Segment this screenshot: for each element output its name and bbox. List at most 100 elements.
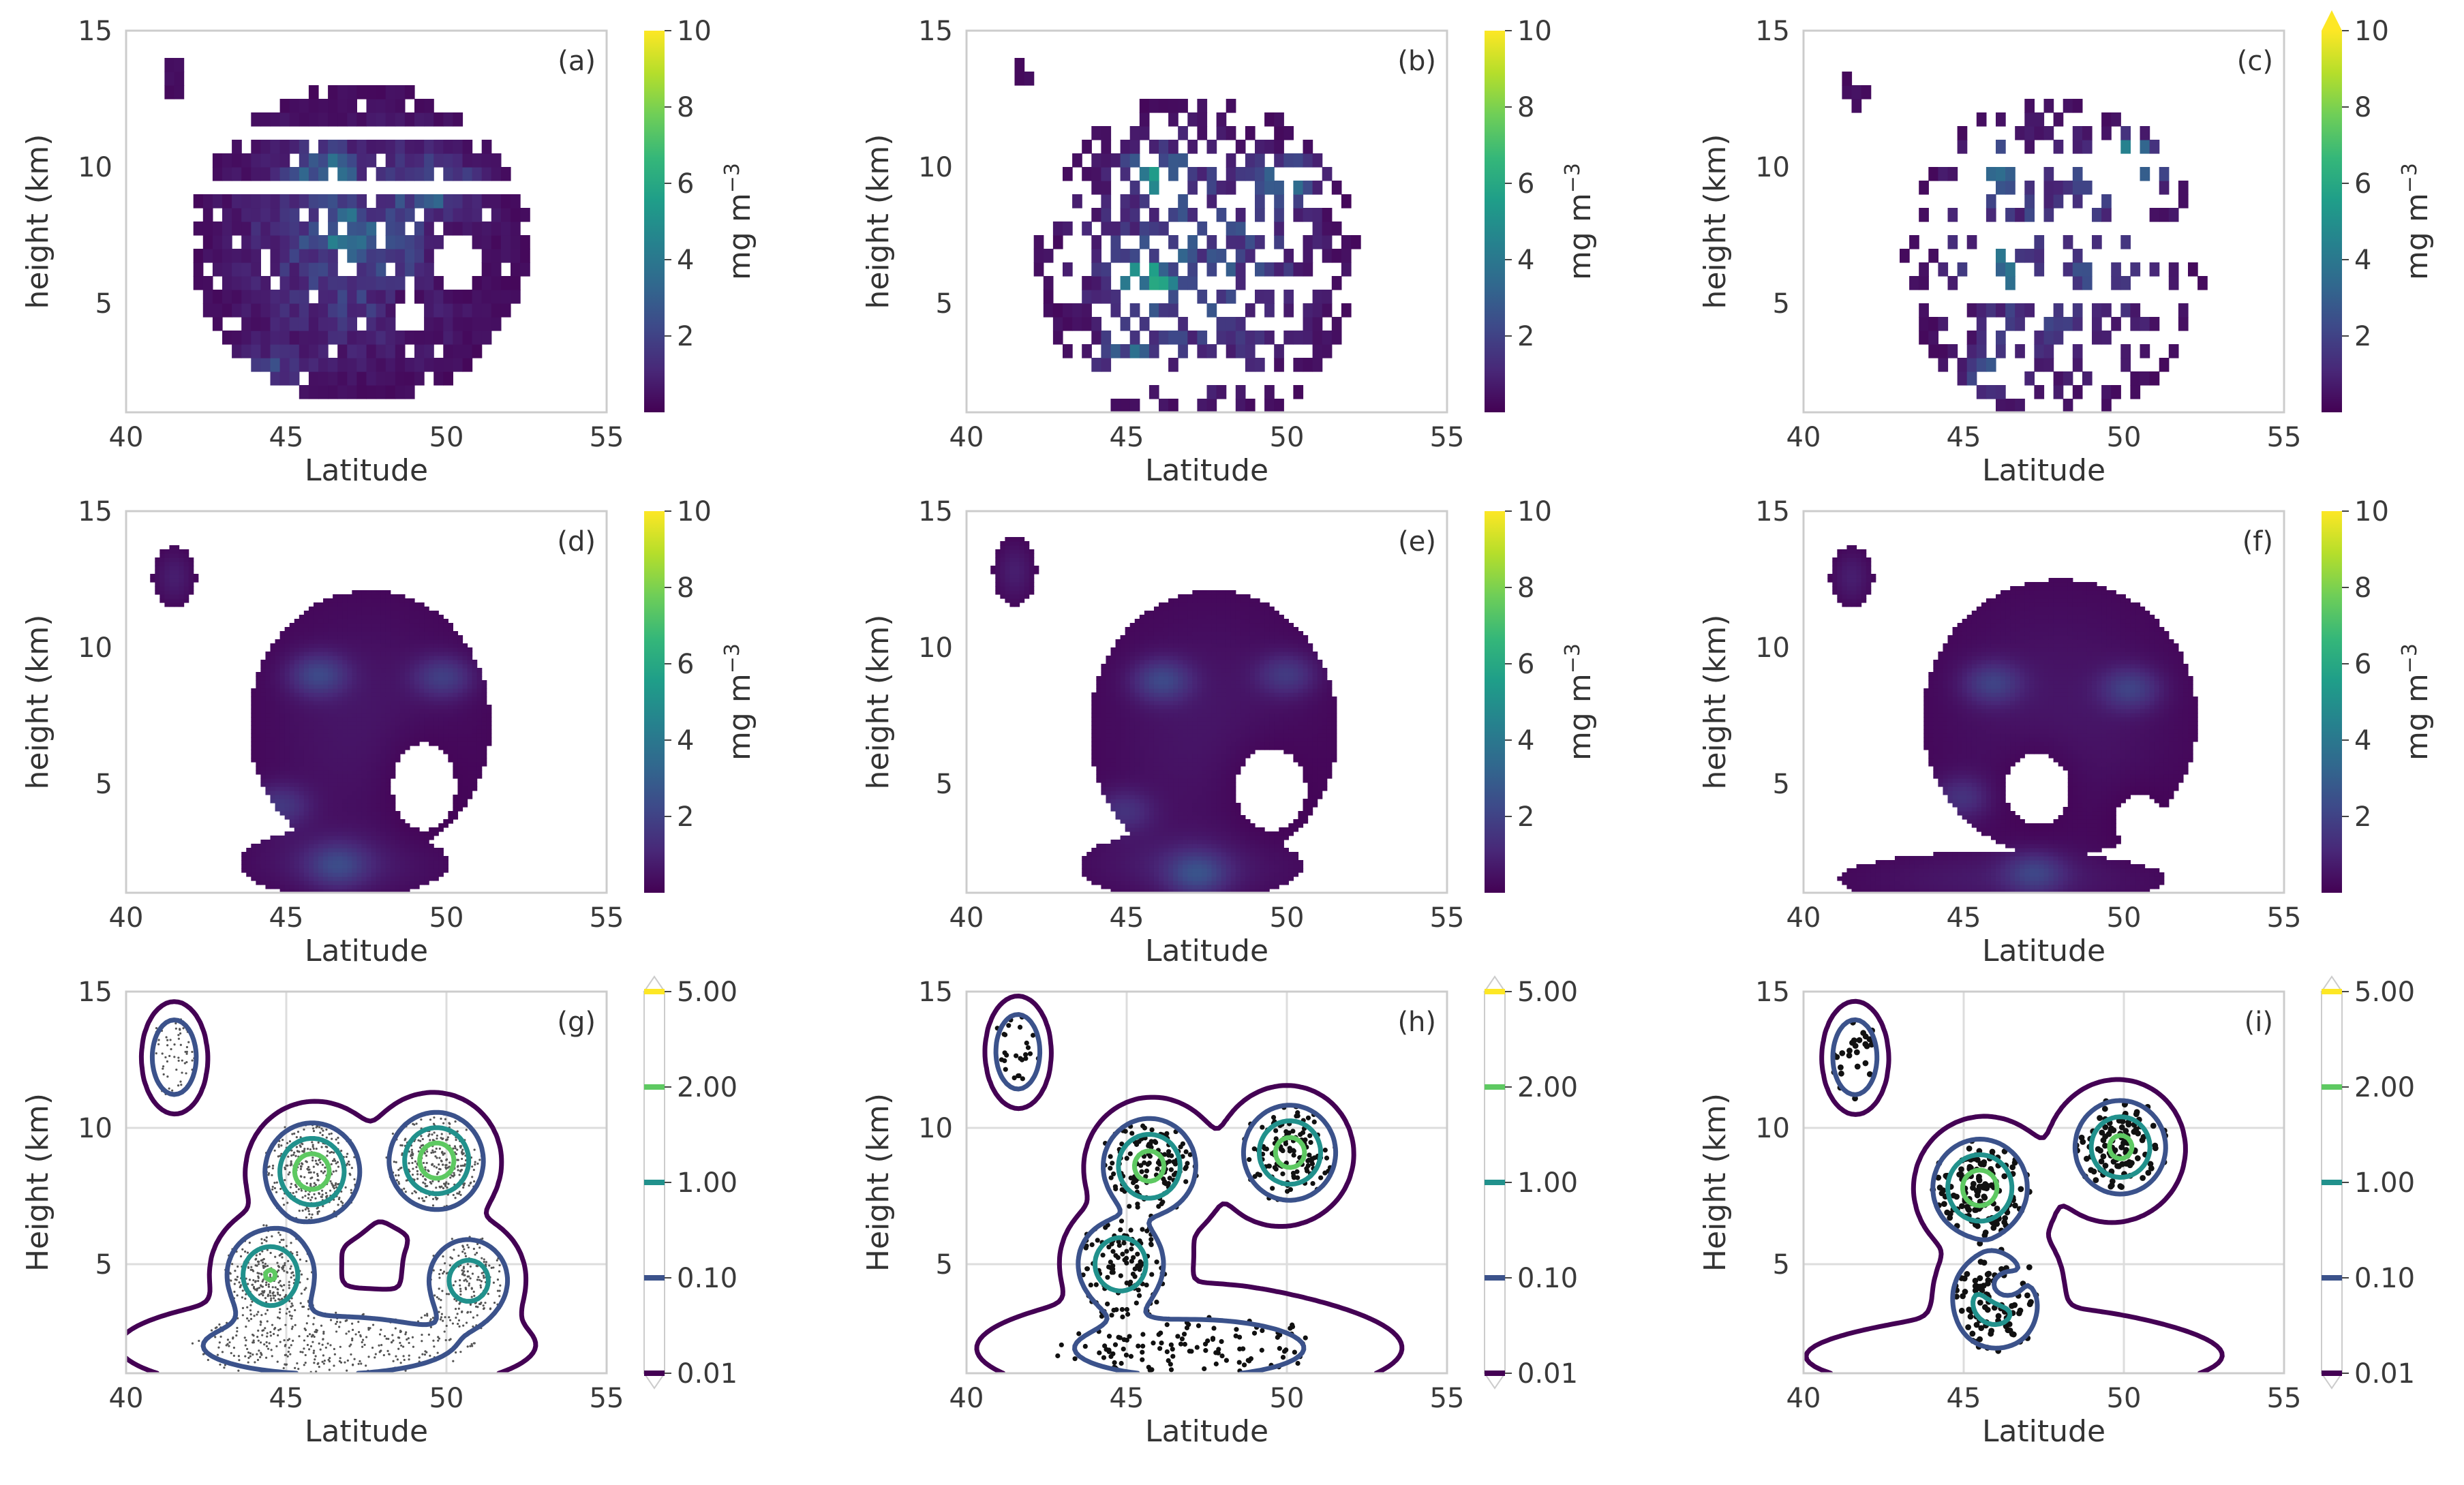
heatmap-cell [1216,803,1222,808]
heatmap-cell [434,827,439,832]
heatmap-cell [289,876,295,881]
heatmap-cell [342,840,348,844]
heatmap-cell [342,664,348,669]
heatmap-cell [342,639,348,644]
heatmap-cell [486,709,492,714]
heatmap-cell [380,729,386,734]
heatmap-cell [1187,885,1193,889]
heatmap-cell [1226,819,1232,824]
heatmap-cell [1226,852,1232,857]
heatmap-cell [424,112,434,127]
heatmap-cell [511,194,521,209]
heatmap-cell [1197,786,1203,791]
heatmap-cell [419,602,425,607]
heatmap-cell [520,262,530,277]
heatmap-cell [376,385,386,399]
heatmap-cell [424,99,434,113]
heatmap-cell [429,741,434,746]
heatmap-cell [232,290,242,304]
heatmap-cell [356,635,363,640]
heatmap-cell [342,705,348,709]
heatmap-cell [337,652,343,656]
heatmap-cell [328,639,333,644]
heatmap-cell [1216,795,1222,799]
heatmap-cell [303,676,309,681]
heatmap-cell [256,725,261,730]
heatmap-cell [390,598,396,603]
heatmap-cell [390,717,396,722]
heatmap-cell [328,705,333,709]
heatmap-cell [404,598,410,603]
heatmap-cell [1159,153,1169,168]
heatmap-cell [289,705,295,709]
heatmap-cell [414,664,420,669]
heatmap-cell [1996,344,2006,358]
heatmap-cell [1197,331,1208,345]
heatmap-cell [1178,99,1188,113]
heatmap-cell [1226,844,1232,848]
heatmap-cell [352,709,357,714]
heatmap-cell [2149,317,2160,331]
heatmap-cell [424,194,434,209]
heatmap-cell [342,881,348,885]
heatmap-cell [356,811,363,816]
heatmap-cell [1221,791,1227,795]
heatmap-cell [1197,167,1208,181]
heatmap-cell [347,705,352,709]
heatmap-cell [1197,872,1203,877]
heatmap-cell [429,635,434,640]
heatmap-cell [1187,876,1193,881]
heatmap-cell [434,729,439,734]
heatmap-cell [260,331,271,345]
heatmap-cell [366,635,372,640]
heatmap-cell [472,778,478,783]
heatmap-cell [361,709,367,714]
heatmap-cell [275,762,281,767]
heatmap-cell [232,221,242,236]
heatmap-cell [323,652,329,656]
heatmap-cell [2140,167,2150,181]
heatmap-cell [429,717,434,722]
heatmap-cell [1216,290,1227,304]
heatmap-cell [371,643,377,648]
heatmap-cell [419,607,425,611]
heatmap-cell [404,872,410,877]
heatmap-cell [352,643,357,648]
heatmap-cell [294,885,300,889]
heatmap-cell [1110,872,1116,877]
heatmap-cell [323,746,329,750]
axes-frame [125,29,608,414]
heatmap-cell [164,574,170,579]
heatmap-cell [155,582,160,587]
heatmap-cell [376,836,382,840]
heatmap-cell [438,692,444,697]
heatmap-cell [328,317,338,331]
heatmap-cell [380,652,386,656]
heatmap-cell [453,713,459,718]
heatmap-cell [183,594,189,599]
heatmap-cell [1255,235,1265,249]
heatmap-cell [380,680,386,685]
heatmap-cell [299,643,305,648]
heatmap-cell [1178,317,1188,331]
heatmap-cell [2072,303,2083,318]
heatmap-cell [212,290,223,304]
heatmap-cell [1206,831,1213,836]
heatmap-cell [409,692,415,697]
heatmap-cell [289,639,295,644]
heatmap-cell [443,672,448,677]
heatmap-cell [424,680,429,685]
heatmap-cell [472,733,478,738]
heatmap-cell [265,733,271,738]
heatmap-cell [1197,290,1208,304]
heatmap-cell [323,762,329,767]
heatmap-cell [1197,811,1203,816]
heatmap-cell [1178,831,1183,836]
heatmap-cell [328,848,333,853]
heatmap-cell [347,385,357,399]
heatmap-cell [438,864,444,869]
heatmap-cell [424,607,429,611]
heatmap-cell [1159,848,1164,853]
heatmap-cell [399,602,406,607]
heatmap-cell [443,221,453,236]
